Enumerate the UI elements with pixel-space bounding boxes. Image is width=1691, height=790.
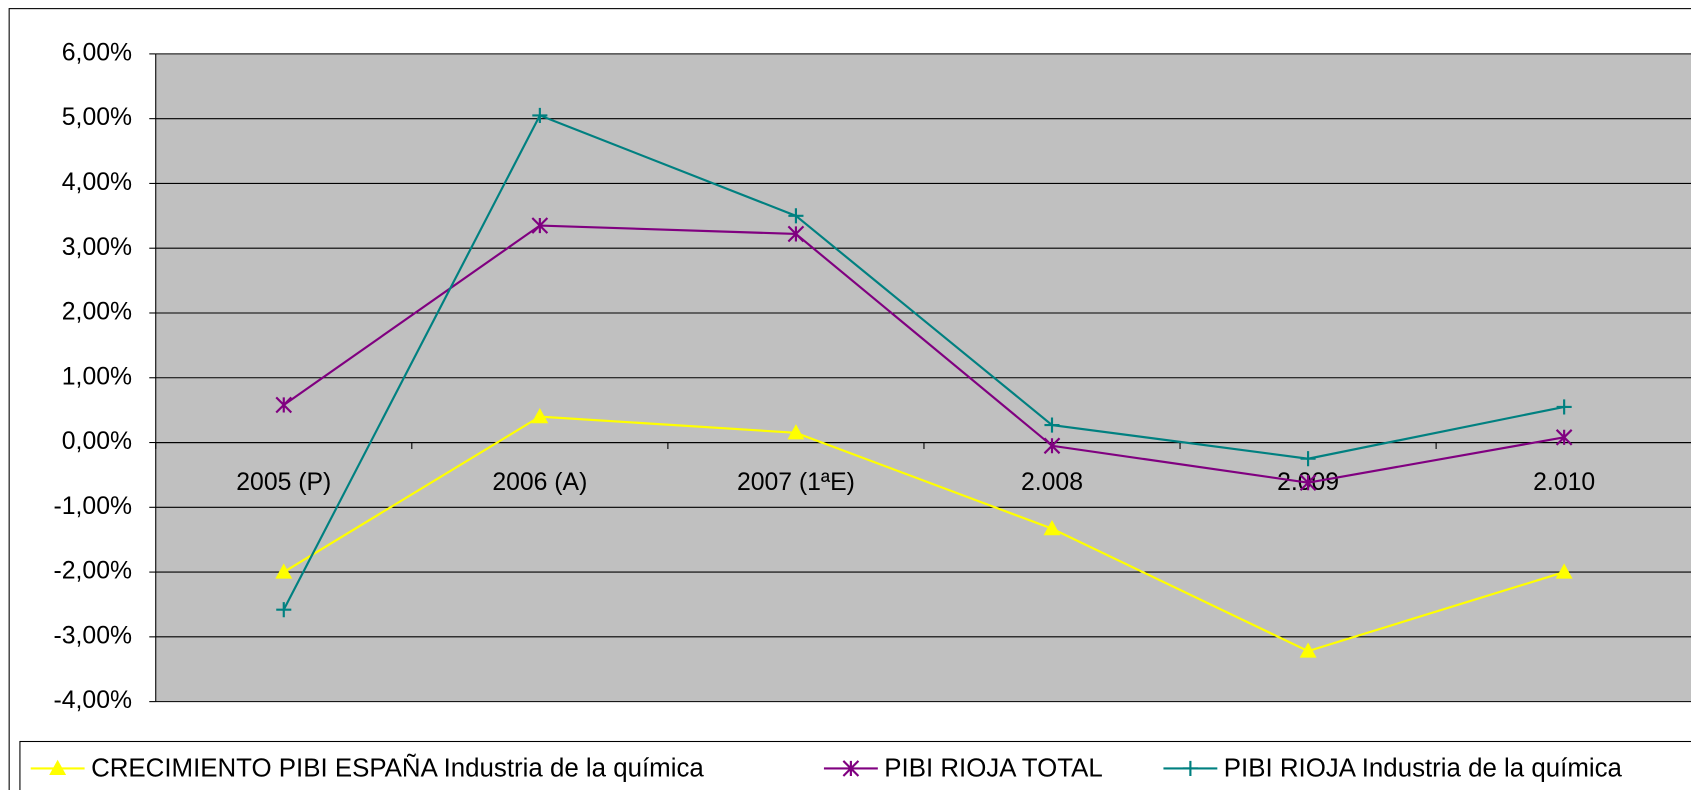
legend-label: PIBI RIOJA TOTAL [884, 754, 1102, 782]
marker [276, 602, 292, 618]
y-tick-label: 6,00% [62, 39, 132, 66]
x-tick-label: 2006 (A) [492, 469, 587, 496]
y-tick-label: 0,00% [62, 428, 132, 455]
marker [1300, 451, 1316, 467]
marker [1043, 520, 1061, 536]
marker [1555, 563, 1573, 579]
y-tick-label: 2,00% [62, 299, 132, 326]
marker [1555, 429, 1573, 446]
x-tick-label: 2.010 [1533, 469, 1595, 496]
legend-marker [842, 760, 860, 777]
marker [1556, 399, 1572, 415]
legend-label: PIBI RIOJA Industria de la química [1224, 754, 1623, 782]
y-tick-label: 4,00% [62, 169, 132, 196]
marker [275, 396, 293, 414]
marker [531, 217, 549, 234]
legend-marker [49, 759, 67, 776]
marker [788, 208, 804, 224]
series-line [282, 114, 1565, 611]
series-line [283, 415, 1565, 653]
marker [1299, 642, 1317, 658]
y-tick-label: 1,00% [62, 363, 132, 390]
legend-marker [1182, 760, 1198, 776]
marker [1043, 437, 1061, 455]
y-tick-label: -1,00% [54, 493, 132, 520]
marker [1044, 417, 1060, 433]
marker [531, 407, 549, 424]
marker [275, 563, 293, 579]
legend-label: CRECIMIENTO PIBI ESPAÑA Industria de la … [91, 753, 704, 782]
marker [787, 225, 805, 243]
marker [1299, 474, 1317, 491]
y-tick-label: 5,00% [62, 104, 132, 131]
x-tick-label: 2007 (1ªE) [737, 469, 855, 496]
x-tick-label: 2005 (P) [236, 469, 331, 496]
y-tick-label: -4,00% [54, 687, 132, 714]
y-tick-label: -3,00% [54, 622, 132, 649]
x-tick-label: 2.008 [1021, 469, 1083, 496]
series-line [283, 224, 1565, 484]
marker [532, 107, 548, 123]
y-tick-label: 3,00% [62, 234, 132, 261]
y-tick-label: -2,00% [54, 558, 132, 585]
marker [787, 424, 805, 440]
legend-box [19, 740, 1691, 790]
